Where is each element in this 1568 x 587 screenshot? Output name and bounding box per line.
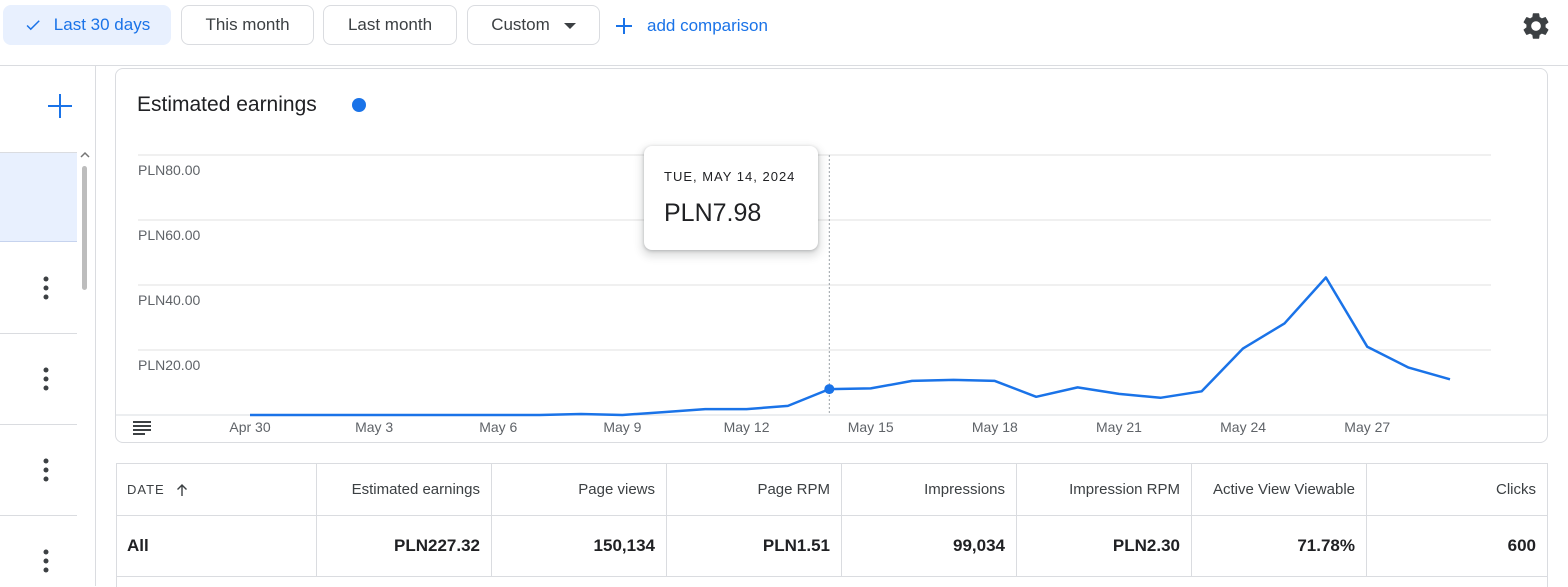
this-month-label: This month xyxy=(205,15,290,34)
column-header-page-rpm[interactable]: Page RPM xyxy=(667,464,842,515)
chevron-down-icon xyxy=(563,23,576,29)
x-axis-tick-label: May 12 xyxy=(723,419,770,435)
column-header-active-view-viewable[interactable]: Active View Viewable xyxy=(1192,464,1367,515)
table-cell-date: All xyxy=(117,516,317,576)
table-cell-estimated-earnings: PLN227.32 xyxy=(317,516,492,576)
check-icon xyxy=(26,20,40,31)
table-cell-impression-rpm: PLN2.30 xyxy=(1017,516,1192,576)
earnings-series-line xyxy=(250,276,1451,417)
column-header-impression-rpm[interactable]: Impression RPM xyxy=(1017,464,1192,515)
last-30-days-label: Last 30 days xyxy=(53,15,151,34)
this-month-chip[interactable]: This month xyxy=(181,5,314,45)
x-axis-tick-label: May 21 xyxy=(1096,419,1142,435)
more-vert-icon[interactable] xyxy=(38,275,54,301)
settings-gear-icon[interactable] xyxy=(1520,10,1552,42)
column-header-label: DATE xyxy=(127,482,165,497)
rail-divider xyxy=(0,515,77,516)
table-cell-page-rpm: PLN1.51 xyxy=(667,516,842,576)
column-header-estimated-earnings[interactable]: Estimated earnings xyxy=(317,464,492,515)
last-30-days-chip[interactable]: Last 30 days xyxy=(3,5,171,45)
earnings-line-chart[interactable] xyxy=(116,69,1547,442)
table-cell-active-view-viewable: 71.78% xyxy=(1192,516,1367,576)
custom-range-dropdown[interactable]: Custom xyxy=(467,5,600,45)
x-axis-tick-label: May 24 xyxy=(1220,419,1267,435)
y-axis-tick-label: PLN80.00 xyxy=(138,162,201,178)
x-axis-tick-label: Apr 30 xyxy=(229,419,271,435)
y-axis-tick-label: PLN40.00 xyxy=(138,292,201,308)
earnings-chart-card: Estimated earnings PLN80.00 PLN60.00 PLN40… xyxy=(115,68,1548,443)
x-axis-tick-label: May 15 xyxy=(847,419,894,435)
series-legend-dot xyxy=(352,98,366,112)
column-header-clicks[interactable]: Clicks xyxy=(1496,481,1536,498)
table-row[interactable]: All PLN227.32 150,134 PLN1.51 99,034 PLN… xyxy=(117,516,1547,577)
table-cell-page-views: 150,134 xyxy=(492,516,667,576)
rail-item-selected[interactable] xyxy=(0,152,77,242)
chart-title: Estimated earnings xyxy=(137,93,317,116)
table-cell-impressions: 99,034 xyxy=(842,516,1017,576)
scroll-up-icon[interactable] xyxy=(80,150,90,160)
chart-tooltip: TUE, MAY 14, 2024 PLN7.98 xyxy=(644,146,818,250)
x-axis-tick-label: May 6 xyxy=(479,419,518,435)
x-axis-tick-label: May 27 xyxy=(1344,419,1391,435)
tooltip-value: PLN7.98 xyxy=(664,199,762,227)
more-vert-icon[interactable] xyxy=(38,457,54,483)
earnings-table: DATE Estimated earnings Page views Page … xyxy=(116,463,1548,587)
highlighted-data-point[interactable] xyxy=(824,384,835,395)
last-month-chip[interactable]: Last month xyxy=(323,5,457,45)
column-header-date[interactable]: DATE xyxy=(117,464,317,515)
date-range-filter-bar: Last 30 days This month Last month Custo… xyxy=(0,0,1568,66)
add-comparison-button[interactable]: add comparison xyxy=(614,10,768,42)
left-rail xyxy=(0,66,96,586)
add-comparison-label: add comparison xyxy=(647,16,768,35)
table-header-row: DATE Estimated earnings Page views Page … xyxy=(117,464,1547,516)
add-icon[interactable] xyxy=(46,92,74,120)
custom-label: Custom xyxy=(491,15,550,34)
x-axis-tick-label: May 9 xyxy=(603,419,642,435)
x-axis-tick-label: May 3 xyxy=(355,419,394,435)
more-vert-icon[interactable] xyxy=(38,366,54,392)
sort-ascending-icon xyxy=(176,483,187,496)
y-axis-tick-label: PLN20.00 xyxy=(138,357,201,373)
column-header-impressions[interactable]: Impressions xyxy=(842,464,1017,515)
view-table-icon[interactable] xyxy=(133,420,153,436)
plus-icon xyxy=(616,18,632,34)
y-axis-tick-label: PLN60.00 xyxy=(138,227,201,243)
last-month-label: Last month xyxy=(347,15,433,34)
rail-divider xyxy=(0,333,77,334)
scrollbar-thumb[interactable] xyxy=(82,166,87,290)
rail-divider xyxy=(0,424,77,425)
x-axis-tick-label: May 18 xyxy=(971,419,1018,435)
table-cell-clicks: 600 xyxy=(1507,536,1536,555)
tooltip-date: TUE, MAY 14, 2024 xyxy=(664,169,796,184)
column-header-page-views[interactable]: Page views xyxy=(492,464,667,515)
more-vert-icon[interactable] xyxy=(38,548,54,574)
